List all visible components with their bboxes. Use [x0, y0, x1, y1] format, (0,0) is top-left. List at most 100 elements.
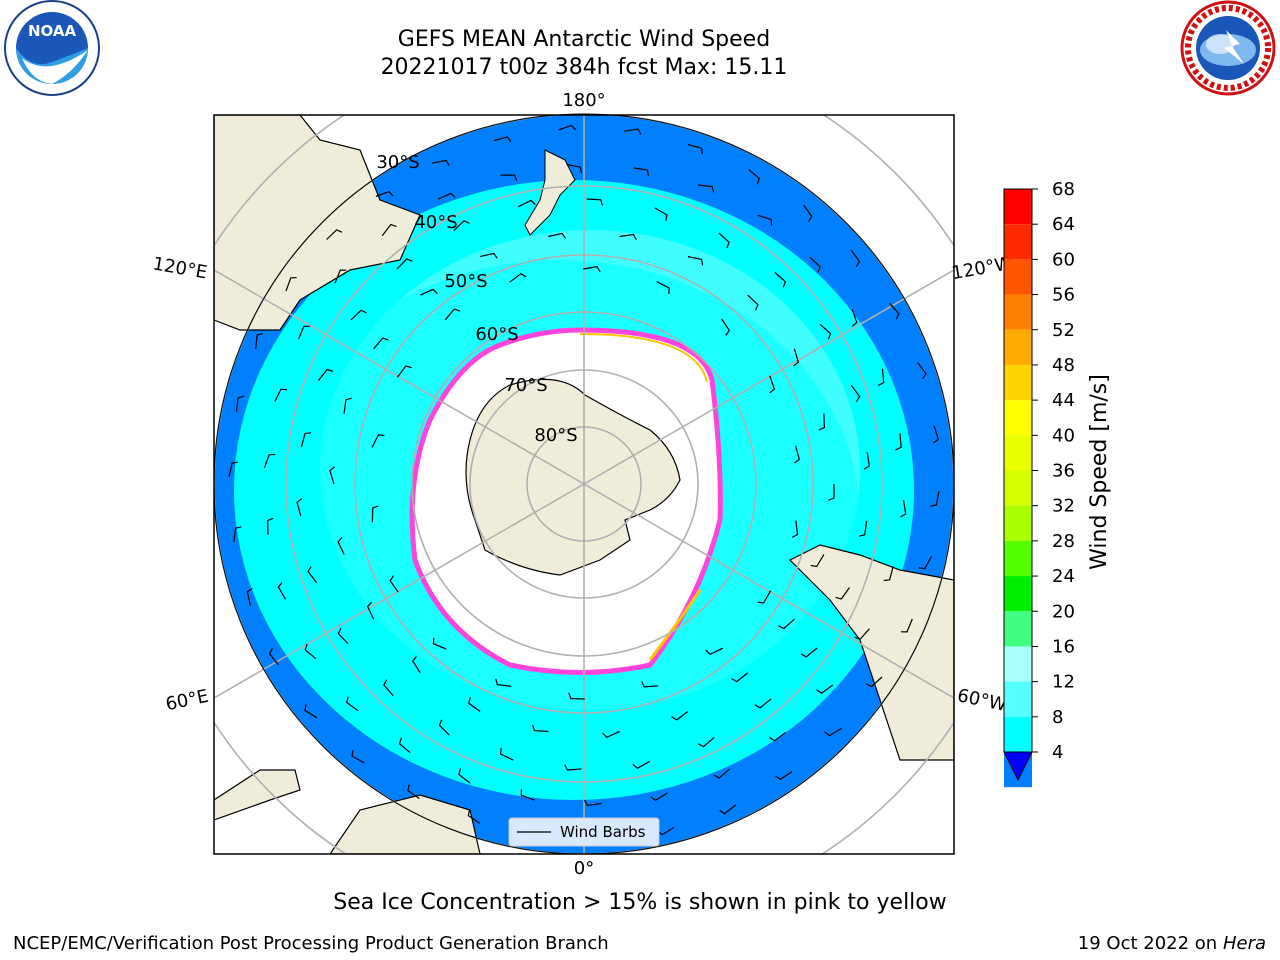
- footer-host: Hera: [1222, 933, 1266, 954]
- colorbar-segment: [1004, 716, 1032, 752]
- colorbar-segment: [1004, 400, 1032, 436]
- wind-barb: [791, 520, 799, 538]
- wind-barb: [564, 764, 582, 771]
- wind-barb: [818, 413, 826, 431]
- wind-barb: [371, 434, 385, 448]
- noaa-logo-text: NOAA: [28, 22, 77, 40]
- wind-barb: [769, 375, 776, 394]
- madagascar-land: [214, 769, 301, 821]
- wind-barb: [383, 679, 394, 696]
- colorbar-tick-label: 16: [1052, 636, 1075, 657]
- wind-barb: [346, 696, 359, 712]
- colorbar-segment: [1004, 364, 1032, 401]
- wind-barb: [304, 704, 318, 719]
- wind-barb: [520, 789, 535, 801]
- colorbar-segment: [1004, 294, 1032, 330]
- wind-barb: [754, 698, 772, 709]
- wind-barb: [389, 575, 399, 593]
- wind-barb: [641, 681, 659, 688]
- wind-barb: [650, 792, 668, 802]
- colorbar-tick-label: 68: [1052, 179, 1075, 200]
- colorbar-tick-label: 4: [1052, 742, 1063, 763]
- colorbar-tick-label: 20: [1052, 601, 1075, 622]
- colorbar-tick-label: 36: [1052, 461, 1075, 482]
- wind-barb: [396, 365, 412, 378]
- colorbar-tick-label: 44: [1052, 390, 1075, 411]
- wind-barb: [583, 799, 602, 807]
- wind-barb: [656, 281, 670, 295]
- wind-barb: [326, 229, 343, 240]
- wind-barb: [632, 760, 650, 770]
- wind-barb: [697, 737, 715, 748]
- wind-barb: [246, 587, 253, 606]
- wind-barb: [858, 520, 868, 537]
- wind-barb: [337, 627, 349, 645]
- wind-barb: [863, 452, 870, 470]
- wind-barb: [895, 433, 902, 451]
- wind-barb: [623, 128, 642, 135]
- wind-barb: [532, 724, 549, 733]
- colorbar-tick-label: 64: [1052, 214, 1075, 235]
- footer-right: 19 Oct 2022 on Hera: [1078, 933, 1266, 954]
- wind-barb: [654, 207, 668, 221]
- wind-barb: [687, 144, 703, 155]
- wind-barb: [850, 385, 861, 403]
- wind-barb: [698, 184, 715, 193]
- colorbar-tick-label: 48: [1052, 355, 1075, 376]
- wind-barb: [266, 517, 274, 535]
- wind-barb: [438, 719, 450, 736]
- colorbar-segment: [1004, 646, 1032, 682]
- wind-barb: [499, 747, 514, 761]
- wind-barb: [509, 272, 527, 283]
- wind-barb: [824, 727, 842, 737]
- wind-barb: [850, 249, 861, 267]
- wind-barb: [731, 672, 749, 683]
- colorbar-segment: [1004, 224, 1032, 260]
- wind-barb: [713, 768, 731, 779]
- wind-barb: [398, 737, 411, 754]
- wind-barb: [835, 587, 850, 600]
- wind-barb: [718, 232, 730, 249]
- colorbar-segment: [1004, 681, 1032, 717]
- chart-title: GEFS MEAN Antarctic Wind Speed: [397, 27, 771, 52]
- wind-barb: [268, 648, 279, 666]
- wind-barb: [918, 556, 933, 570]
- wind-barb: [235, 395, 245, 412]
- wind-barb: [412, 655, 421, 674]
- wind-barb: [437, 192, 456, 200]
- lon-label-120e: 120°E: [151, 253, 209, 283]
- wind-barb: [468, 697, 481, 712]
- wind-barb: [917, 362, 927, 380]
- new-zealand-land: [524, 149, 576, 236]
- lat-label-40s: 40°S: [414, 212, 457, 233]
- colorbar-segment: [1004, 435, 1032, 471]
- lon-label-180: 180°: [562, 90, 605, 111]
- wind-barb: [568, 692, 585, 700]
- nws-logo: [1180, 0, 1276, 96]
- wind-barb: [719, 804, 737, 815]
- wind-barb: [495, 678, 512, 687]
- lat-label-60s: 60°S: [475, 324, 518, 345]
- wind-barb: [300, 432, 311, 448]
- wind-barbs: [228, 124, 940, 841]
- colorbar-tick-label: 56: [1052, 285, 1075, 306]
- wind-barb: [866, 676, 883, 688]
- sea-ice-edge: [409, 327, 723, 675]
- wind-barb: [432, 159, 450, 166]
- wind-barb: [854, 628, 870, 641]
- wind-barb: [687, 256, 704, 266]
- wind-barb: [444, 308, 461, 321]
- colorbar-segment: [1004, 189, 1032, 225]
- lon-label-0: 0°: [574, 858, 594, 879]
- colorbar-segment: [1004, 329, 1032, 365]
- wind-barb: [307, 566, 318, 583]
- colorbar-label: Wind Speed [m/s]: [1087, 374, 1112, 570]
- colorbar-segment: [1004, 259, 1032, 295]
- colorbar-tick-label: 32: [1052, 496, 1075, 517]
- wind-barb: [343, 397, 352, 414]
- wind-barb: [633, 167, 650, 176]
- wind-barb: [334, 269, 347, 284]
- wind-barb: [381, 223, 397, 237]
- wind-barb: [371, 505, 379, 523]
